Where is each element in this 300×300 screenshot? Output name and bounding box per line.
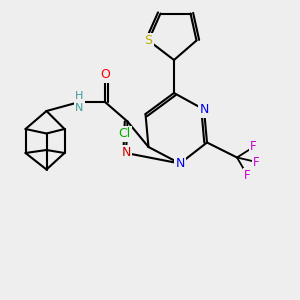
Text: N: N (199, 103, 209, 116)
Text: F: F (253, 155, 260, 169)
Text: Cl: Cl (118, 127, 130, 140)
Text: N: N (121, 146, 131, 160)
Text: F: F (250, 140, 257, 154)
Text: N: N (175, 157, 185, 170)
Text: H
N: H N (75, 91, 84, 113)
Text: O: O (100, 68, 110, 82)
Text: S: S (145, 34, 152, 47)
Text: F: F (244, 169, 251, 182)
